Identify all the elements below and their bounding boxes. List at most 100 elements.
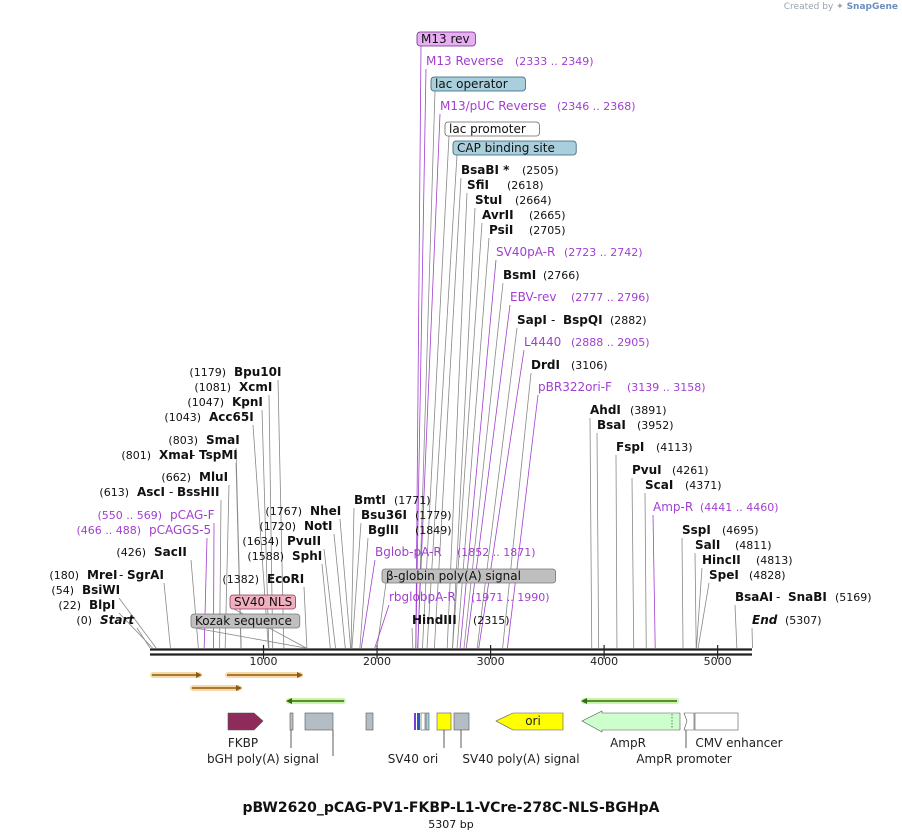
credit-brand: SnapGene (846, 2, 898, 12)
site-position: (1588) (247, 550, 284, 563)
site-position: (2315) (473, 614, 510, 627)
ruler-tick-label: 3000 (477, 655, 505, 668)
bgh-polya-label: bGH poly(A) signal (207, 752, 319, 766)
primer-name: L4440 (524, 335, 561, 349)
snapgene-logo-icon: ✦ (836, 2, 844, 12)
primer-name: pCAG-F (170, 508, 215, 522)
site-position: (4261) (672, 464, 709, 477)
site-position: (2705) (529, 224, 566, 237)
fkbp-label: FKBP (228, 736, 258, 750)
site-position: (1634) (242, 535, 279, 548)
feature-label: β-globin poly(A) signal (386, 569, 521, 583)
lac-feature-blue (417, 713, 420, 730)
site-position: (1081) (194, 381, 231, 394)
site-position: (801) (121, 449, 151, 462)
ampr-feature (581, 710, 681, 733)
enzyme-name: MluI (199, 470, 228, 484)
enzyme-name: SfiI (467, 178, 489, 192)
site-position: (3952) (637, 419, 674, 432)
credit-prefix: Created by (783, 2, 834, 12)
ruler-ticks: 1000 2000 3000 4000 5000 (250, 645, 732, 668)
enzyme-name: AhdI (590, 403, 621, 417)
isoschizomer-dash: - (551, 313, 555, 327)
site-position: (1179) (189, 366, 226, 379)
enzyme-name: MreI (87, 568, 117, 582)
site-position: (2882) (610, 314, 647, 327)
ruler-tick-label: 2000 (363, 655, 391, 668)
enzyme-name: NheI (310, 504, 341, 518)
enzyme-name: Bsu36I (361, 508, 407, 522)
site-labels: M13 rev M13 Reverse (2333 .. 2349) lac oper… (49, 31, 872, 629)
feature-label: CAP binding site (457, 141, 555, 155)
site-position: (4813) (756, 554, 793, 567)
site-position: (2665) (529, 209, 566, 222)
primer-name: Amp-R (653, 500, 693, 514)
isoschizomer-dash: - (119, 568, 123, 582)
ampr-label: AmpR (610, 736, 646, 750)
primer-name: rbglobpA-R (389, 590, 456, 604)
enzyme-name: Acc65I (209, 410, 254, 424)
snapgene-credit: Created by ✦ SnapGene (784, 2, 898, 12)
primer-name: M13/pUC Reverse (440, 99, 547, 113)
enzyme-name: BsaAI (735, 590, 773, 604)
site-position: (4811) (735, 539, 772, 552)
enzyme-name: BsaI (597, 418, 626, 432)
feature-label-box (430, 76, 526, 92)
enzyme-name-2: BssHII (177, 485, 219, 499)
enzyme-name: PvuI (632, 463, 662, 477)
ampr-promoter-feature (683, 712, 695, 731)
primer-range: (2888 .. 2905) (571, 336, 650, 349)
primer-range: (550 .. 569) (97, 509, 162, 522)
ruler-tick-label: 5000 (704, 655, 732, 668)
feature-label-box (381, 568, 557, 584)
primer-range: (2723 .. 2742) (564, 246, 643, 259)
primer-name: M13 Reverse (426, 54, 504, 68)
primer-name: SV40pA-R (496, 245, 555, 259)
enzyme-name: KpnI (232, 395, 263, 409)
enzyme-name: BsiWI (82, 583, 120, 597)
site-position: (2618) (507, 179, 544, 192)
site-position: (5307) (785, 614, 822, 627)
isoschizomer-dash: - (191, 448, 195, 462)
enzyme-name: PvuII (287, 534, 321, 548)
enzyme-name-2: BspQI (563, 313, 603, 327)
enzyme-name: DrdI (531, 358, 560, 372)
enzyme-name: Start (100, 613, 135, 627)
cmv-enhancer-feature (694, 712, 739, 731)
site-position: (3106) (571, 359, 608, 372)
enzyme-name: StuI (475, 193, 502, 207)
site-position: (2505) (522, 164, 559, 177)
site-position: (1849) (415, 524, 452, 537)
ruler-tick-label: 1000 (250, 655, 278, 668)
enzyme-name-2: SnaBI (788, 590, 827, 604)
site-position: (4828) (749, 569, 786, 582)
site-position: (4113) (656, 441, 693, 454)
feature-label-box (416, 31, 476, 47)
plasmid-length: 5307 bp (428, 818, 474, 831)
feature-label: lac operator (435, 77, 508, 91)
primer-range: (1971 .. 1990) (471, 591, 550, 604)
feature-track (227, 710, 739, 756)
enzyme-name: ScaI (645, 478, 673, 492)
feature-label: Kozak sequence (195, 614, 292, 628)
orf-arrows (150, 672, 679, 704)
site-position: (54) (51, 584, 74, 597)
primer-name: pBR322ori-F (538, 380, 612, 394)
feature-label-box (452, 140, 577, 156)
primer-name: pCAGGS-5 (149, 523, 211, 537)
ori-feature (495, 712, 564, 731)
site-position: (1043) (164, 411, 201, 424)
enzyme-name: PsiI (489, 223, 513, 237)
site-position: (22) (58, 599, 81, 612)
enzyme-name: SpeI (709, 568, 739, 582)
primer-range: (2346 .. 2368) (557, 100, 636, 113)
feature-label-box (444, 121, 540, 137)
site-position: (2766) (543, 269, 580, 282)
enzyme-name: BsmI (503, 268, 536, 282)
ori-label: ori (525, 714, 541, 728)
primer-range: (2333 .. 2349) (515, 55, 594, 68)
feature-label-box (229, 594, 296, 610)
site-position: (1720) (259, 520, 296, 533)
enzyme-name: XmaI (159, 448, 193, 462)
site-position: (3891) (630, 404, 667, 417)
